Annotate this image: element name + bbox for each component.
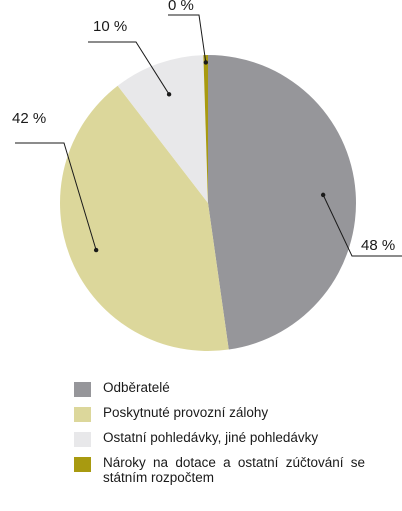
legend-item-naroky-na-dotace: Nároky na dotace a ostatní zúčtování se … bbox=[74, 455, 374, 485]
legend-swatch-provozni-zalohy bbox=[74, 407, 91, 422]
data-label-provozni-zalohy: 42 % bbox=[12, 110, 46, 127]
pie-slice-naroky-na-dotace bbox=[203, 55, 208, 203]
legend-swatch-ostatni-pohledavky bbox=[74, 432, 91, 447]
legend: Odběratelé Poskytnuté provozní zálohy Os… bbox=[74, 380, 374, 493]
legend-item-ostatni-pohledavky: Ostatní pohledávky, jiné pohledávky bbox=[74, 430, 374, 447]
data-label-odberatele: 48 % bbox=[361, 237, 395, 254]
legend-label-ostatni-pohledavky: Ostatní pohledávky, jiné pohledávky bbox=[103, 430, 319, 445]
leader-line-odberatele bbox=[322, 194, 402, 257]
data-label-naroky-na-dotace: 0 % bbox=[168, 0, 194, 14]
legend-swatch-odberatele bbox=[74, 382, 91, 397]
leader-dot-provozni-zalohy bbox=[93, 247, 99, 253]
legend-item-odberatele: Odběratelé bbox=[74, 380, 374, 397]
leader-line-provozni-zalohy bbox=[15, 142, 97, 251]
leader-line-naroky-na-dotace bbox=[168, 14, 207, 63]
data-label-ostatni-pohledavky: 10 % bbox=[93, 18, 127, 35]
legend-swatch-naroky-na-dotace bbox=[74, 457, 91, 472]
leader-dot-odberatele bbox=[320, 192, 326, 198]
leader-line-ostatni-pohledavky bbox=[88, 41, 170, 95]
leader-dot-ostatni-pohledavky bbox=[166, 92, 172, 97]
pie-chart: 48 % 42 % 10 % 0 % bbox=[12, 0, 402, 352]
pie-slice-provozni-zalohy bbox=[59, 85, 229, 352]
legend-item-provozni-zalohy: Poskytnuté provozní zálohy bbox=[74, 405, 374, 422]
leader-dot-naroky-na-dotace bbox=[203, 60, 209, 65]
pie-slice-odberatele bbox=[208, 55, 357, 350]
pie-slice-ostatni-pohledavky bbox=[117, 55, 208, 204]
legend-label-provozni-zalohy: Poskytnuté provozní zálohy bbox=[103, 405, 269, 420]
legend-label-naroky-na-dotace: Nároky na dotace a ostatní zúčtování se … bbox=[103, 455, 365, 485]
legend-label-odberatele: Odběratelé bbox=[103, 380, 170, 395]
